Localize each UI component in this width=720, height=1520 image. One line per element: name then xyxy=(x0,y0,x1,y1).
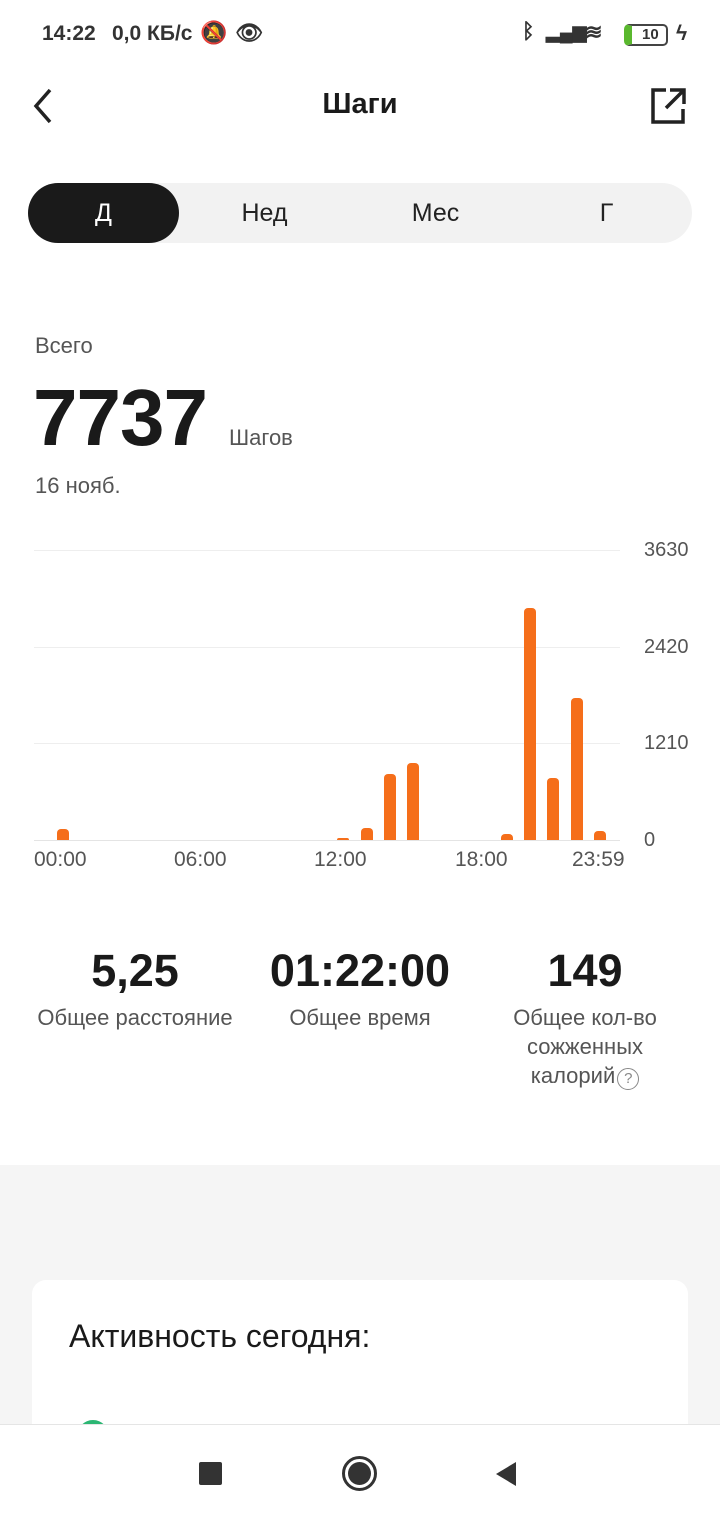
bar-hour-14[interactable] xyxy=(383,774,396,840)
bar-hour-12[interactable] xyxy=(337,838,350,840)
chevron-left-icon xyxy=(33,88,52,124)
bar-hour-15[interactable] xyxy=(407,762,420,840)
x-tick: 00:00 xyxy=(34,848,87,871)
date-label: 16 нояб. xyxy=(35,473,121,498)
stat-calories: 149 Общее кол-во сожженных калорий? xyxy=(495,945,675,1090)
gridline xyxy=(34,550,620,551)
system-nav-bar xyxy=(0,1424,720,1520)
network-speed: 0,0 КБ/с xyxy=(112,22,193,45)
stat-distance: 5,25 Общее расстояние xyxy=(20,945,250,1032)
baseline xyxy=(34,840,620,841)
bar-hour-13[interactable] xyxy=(360,828,373,840)
status-bar: 14:22 0,0 КБ/с 🔕 👁 ᛒ ▂▄▆ ≋ 10 ϟ xyxy=(0,0,720,70)
clock: 14:22 xyxy=(42,22,96,45)
share-icon xyxy=(651,88,686,124)
back-button[interactable] xyxy=(26,86,62,126)
y-tick: 2420 xyxy=(644,636,689,658)
card-title: Активность сегодня: xyxy=(69,1318,371,1354)
stat-label: Общее кол-во сожженных калорий? xyxy=(495,1003,675,1090)
stat-value: 149 xyxy=(547,945,623,996)
x-tick: 06:00 xyxy=(174,848,227,871)
stat-time: 01:22:00 Общее время xyxy=(250,945,470,1032)
bar-hour-21[interactable] xyxy=(547,778,560,840)
back-nav-button[interactable] xyxy=(494,1461,518,1487)
period-tabs: Д Нед Мес Г xyxy=(28,183,692,243)
x-tick: 12:00 xyxy=(314,848,367,871)
help-icon[interactable]: ? xyxy=(617,1068,640,1090)
activity-card: Активность сегодня: xyxy=(32,1280,688,1452)
y-tick: 3630 xyxy=(644,539,689,561)
wifi-icon: ≋ xyxy=(585,21,603,44)
mute-icon: 🔕 xyxy=(200,20,228,45)
x-tick: 23:59 xyxy=(572,848,625,871)
stat-label: Общее расстояние xyxy=(37,1005,233,1030)
total-steps: 7737 xyxy=(33,373,208,462)
share-button[interactable] xyxy=(648,86,688,126)
recents-button[interactable] xyxy=(199,1462,222,1485)
tab-day[interactable]: Д xyxy=(28,183,179,243)
signal-icon: ▂▄▆ xyxy=(546,22,587,42)
y-tick: 0 xyxy=(644,829,656,851)
gridline xyxy=(34,743,620,744)
battery-icon: 10 xyxy=(624,24,668,46)
home-button[interactable] xyxy=(342,1456,377,1491)
tab-month[interactable]: Мес xyxy=(411,198,460,227)
tab-week[interactable]: Нед xyxy=(241,198,288,227)
stat-value: 5,25 xyxy=(91,945,179,996)
tab-year[interactable]: Г xyxy=(599,198,614,227)
bar-hour-20[interactable] xyxy=(524,608,536,840)
steps-unit: Шагов xyxy=(229,425,293,450)
bar-hour-19[interactable] xyxy=(500,834,513,840)
eye-icon: 👁 xyxy=(235,20,263,45)
stat-label-text: Общее кол-во сожженных калорий xyxy=(513,1005,657,1088)
charging-icon: ϟ xyxy=(676,22,688,45)
bar-hour-22[interactable] xyxy=(570,697,583,840)
gridline xyxy=(34,647,620,648)
x-tick: 18:00 xyxy=(455,848,508,871)
bar-hour-00[interactable] xyxy=(57,828,69,840)
bar-hour-23[interactable] xyxy=(594,830,607,840)
page-title: Шаги xyxy=(322,88,398,120)
bluetooth-icon: ᛒ xyxy=(522,20,535,43)
total-label: Всего xyxy=(35,333,93,358)
stat-value: 01:22:00 xyxy=(269,945,451,996)
stat-label: Общее время xyxy=(289,1005,431,1030)
y-tick: 1210 xyxy=(644,732,689,754)
